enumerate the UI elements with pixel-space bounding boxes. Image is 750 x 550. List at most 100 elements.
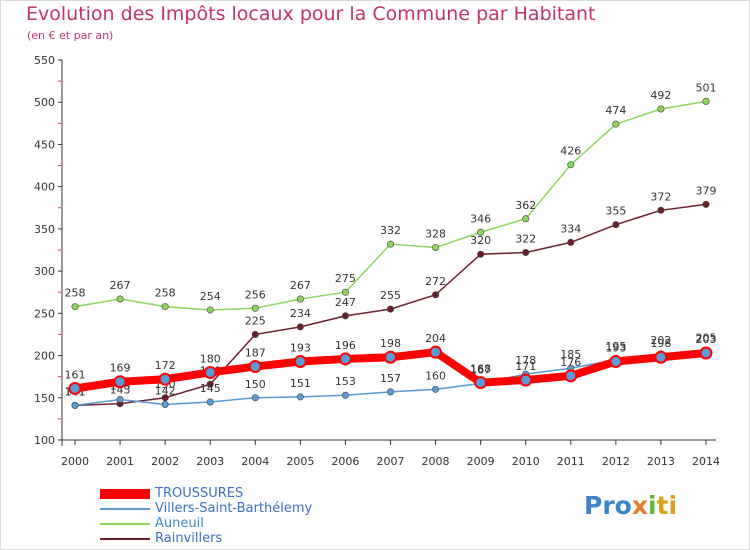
data-label-troussures: 196 [335, 339, 356, 352]
data-point-rainvillers [432, 291, 440, 299]
data-label-troussures: 193 [605, 341, 626, 354]
data-point-auneuil [702, 97, 710, 105]
legend-swatch [100, 508, 150, 510]
data-label-auneuil: 501 [696, 81, 717, 94]
data-label-troussures: 198 [380, 337, 401, 350]
data-point-villers-saint-barth-lemy [386, 388, 394, 396]
data-label-rainvillers: 247 [335, 296, 356, 309]
data-label-troussures: 203 [696, 333, 717, 346]
data-label-troussures: 161 [65, 368, 86, 381]
x-tick-label: 2006 [331, 455, 359, 468]
x-tick-label: 2014 [692, 455, 720, 468]
data-point-auneuil [71, 303, 79, 311]
data-label-auneuil: 426 [560, 145, 581, 158]
data-point-auneuil [522, 215, 530, 223]
data-point-villers-saint-barth-lemy [206, 398, 214, 406]
data-label-villers-saint-barth-lemy: 195 [605, 340, 626, 353]
y-tick-label: 550 [34, 54, 55, 67]
data-point-rainvillers [296, 323, 304, 331]
data-point-troussures [113, 375, 127, 389]
data-label-villers-saint-barth-lemy: 178 [515, 354, 536, 367]
data-label-troussures: 171 [515, 360, 536, 373]
data-label-rainvillers: 272 [425, 275, 446, 288]
data-point-rainvillers [341, 312, 349, 320]
y-tick-label: 350 [34, 223, 55, 236]
data-point-rainvillers [657, 206, 665, 214]
data-point-auneuil [657, 105, 665, 113]
data-point-troussures [293, 354, 307, 368]
y-tick-label: 200 [34, 350, 55, 363]
y-tick-label: 100 [34, 434, 55, 447]
x-tick-label: 2000 [61, 455, 89, 468]
data-label-villers-saint-barth-lemy: 151 [290, 377, 311, 390]
data-label-troussures: 176 [560, 356, 581, 369]
data-label-auneuil: 332 [380, 224, 401, 237]
data-label-troussures: 172 [155, 359, 176, 372]
y-tick-label: 450 [34, 138, 55, 151]
data-label-villers-saint-barth-lemy: 150 [245, 378, 266, 391]
x-tick-label: 2004 [241, 455, 269, 468]
x-tick-label: 2012 [602, 455, 630, 468]
data-point-rainvillers [702, 200, 710, 208]
legend-swatch [100, 523, 150, 525]
y-tick-label: 150 [34, 392, 55, 405]
data-point-troussures [248, 360, 262, 374]
chart-title: Evolution des Impôts locaux pour la Comm… [26, 3, 596, 25]
data-point-rainvillers [612, 221, 620, 229]
data-label-troussures: 169 [110, 362, 131, 375]
data-point-troussures [519, 373, 533, 387]
data-point-villers-saint-barth-lemy [251, 394, 259, 402]
data-point-rainvillers [522, 249, 530, 257]
data-label-auneuil: 256 [245, 288, 266, 301]
y-tick-label: 250 [34, 307, 55, 320]
data-label-villers-saint-barth-lemy: 153 [335, 375, 356, 388]
data-label-rainvillers: 225 [245, 314, 266, 327]
data-point-auneuil [432, 243, 440, 251]
data-label-troussures: 193 [290, 341, 311, 354]
data-label-villers-saint-barth-lemy: 185 [560, 348, 581, 361]
data-label-auneuil: 492 [650, 89, 671, 102]
data-label-rainvillers: 334 [560, 222, 581, 235]
data-label-troussures: 180 [200, 352, 221, 365]
x-tick-label: 2001 [106, 455, 134, 468]
y-tick-label: 300 [34, 265, 55, 278]
data-point-auneuil [386, 240, 394, 248]
data-point-rainvillers [567, 238, 575, 246]
x-tick-label: 2003 [196, 455, 224, 468]
data-point-auneuil [296, 295, 304, 303]
data-point-villers-saint-barth-lemy [161, 401, 169, 409]
legend-label: TROUSSURES [155, 486, 244, 501]
x-tick-label: 2013 [647, 455, 675, 468]
legend-label: Rainvillers [155, 531, 223, 546]
data-point-troussures [158, 372, 172, 386]
data-label-troussures: 168 [470, 363, 491, 376]
data-label-troussures: 187 [245, 347, 266, 360]
y-tick-label: 400 [34, 181, 55, 194]
data-label-auneuil: 328 [425, 227, 446, 240]
data-point-auneuil [206, 306, 214, 314]
data-label-villers-saint-barth-lemy: 145 [200, 382, 221, 395]
data-point-rainvillers [386, 305, 394, 313]
data-point-troussures [384, 350, 397, 364]
data-label-villers-saint-barth-lemy: 160 [425, 369, 446, 382]
data-label-villers-saint-barth-lemy: 157 [380, 372, 401, 385]
data-point-troussures [68, 381, 82, 395]
data-point-villers-saint-barth-lemy [296, 393, 304, 401]
data-label-villers-saint-barth-lemy: 142 [155, 385, 176, 398]
x-tick-label: 2002 [151, 455, 179, 468]
data-point-auneuil [116, 295, 124, 303]
data-point-auneuil [161, 303, 169, 311]
x-tick-label: 2010 [512, 455, 540, 468]
proxiti-logo: Proxiti [584, 491, 678, 520]
data-point-auneuil [251, 304, 259, 312]
data-label-rainvillers: 255 [380, 289, 401, 302]
data-point-rainvillers [251, 330, 259, 338]
data-label-auneuil: 362 [515, 199, 536, 212]
data-label-auneuil: 267 [110, 279, 131, 292]
x-tick-label: 2011 [557, 455, 585, 468]
data-point-rainvillers [161, 394, 169, 402]
data-label-rainvillers: 372 [650, 190, 671, 203]
x-tick-label: 2005 [286, 455, 314, 468]
data-point-troussures [203, 365, 217, 379]
